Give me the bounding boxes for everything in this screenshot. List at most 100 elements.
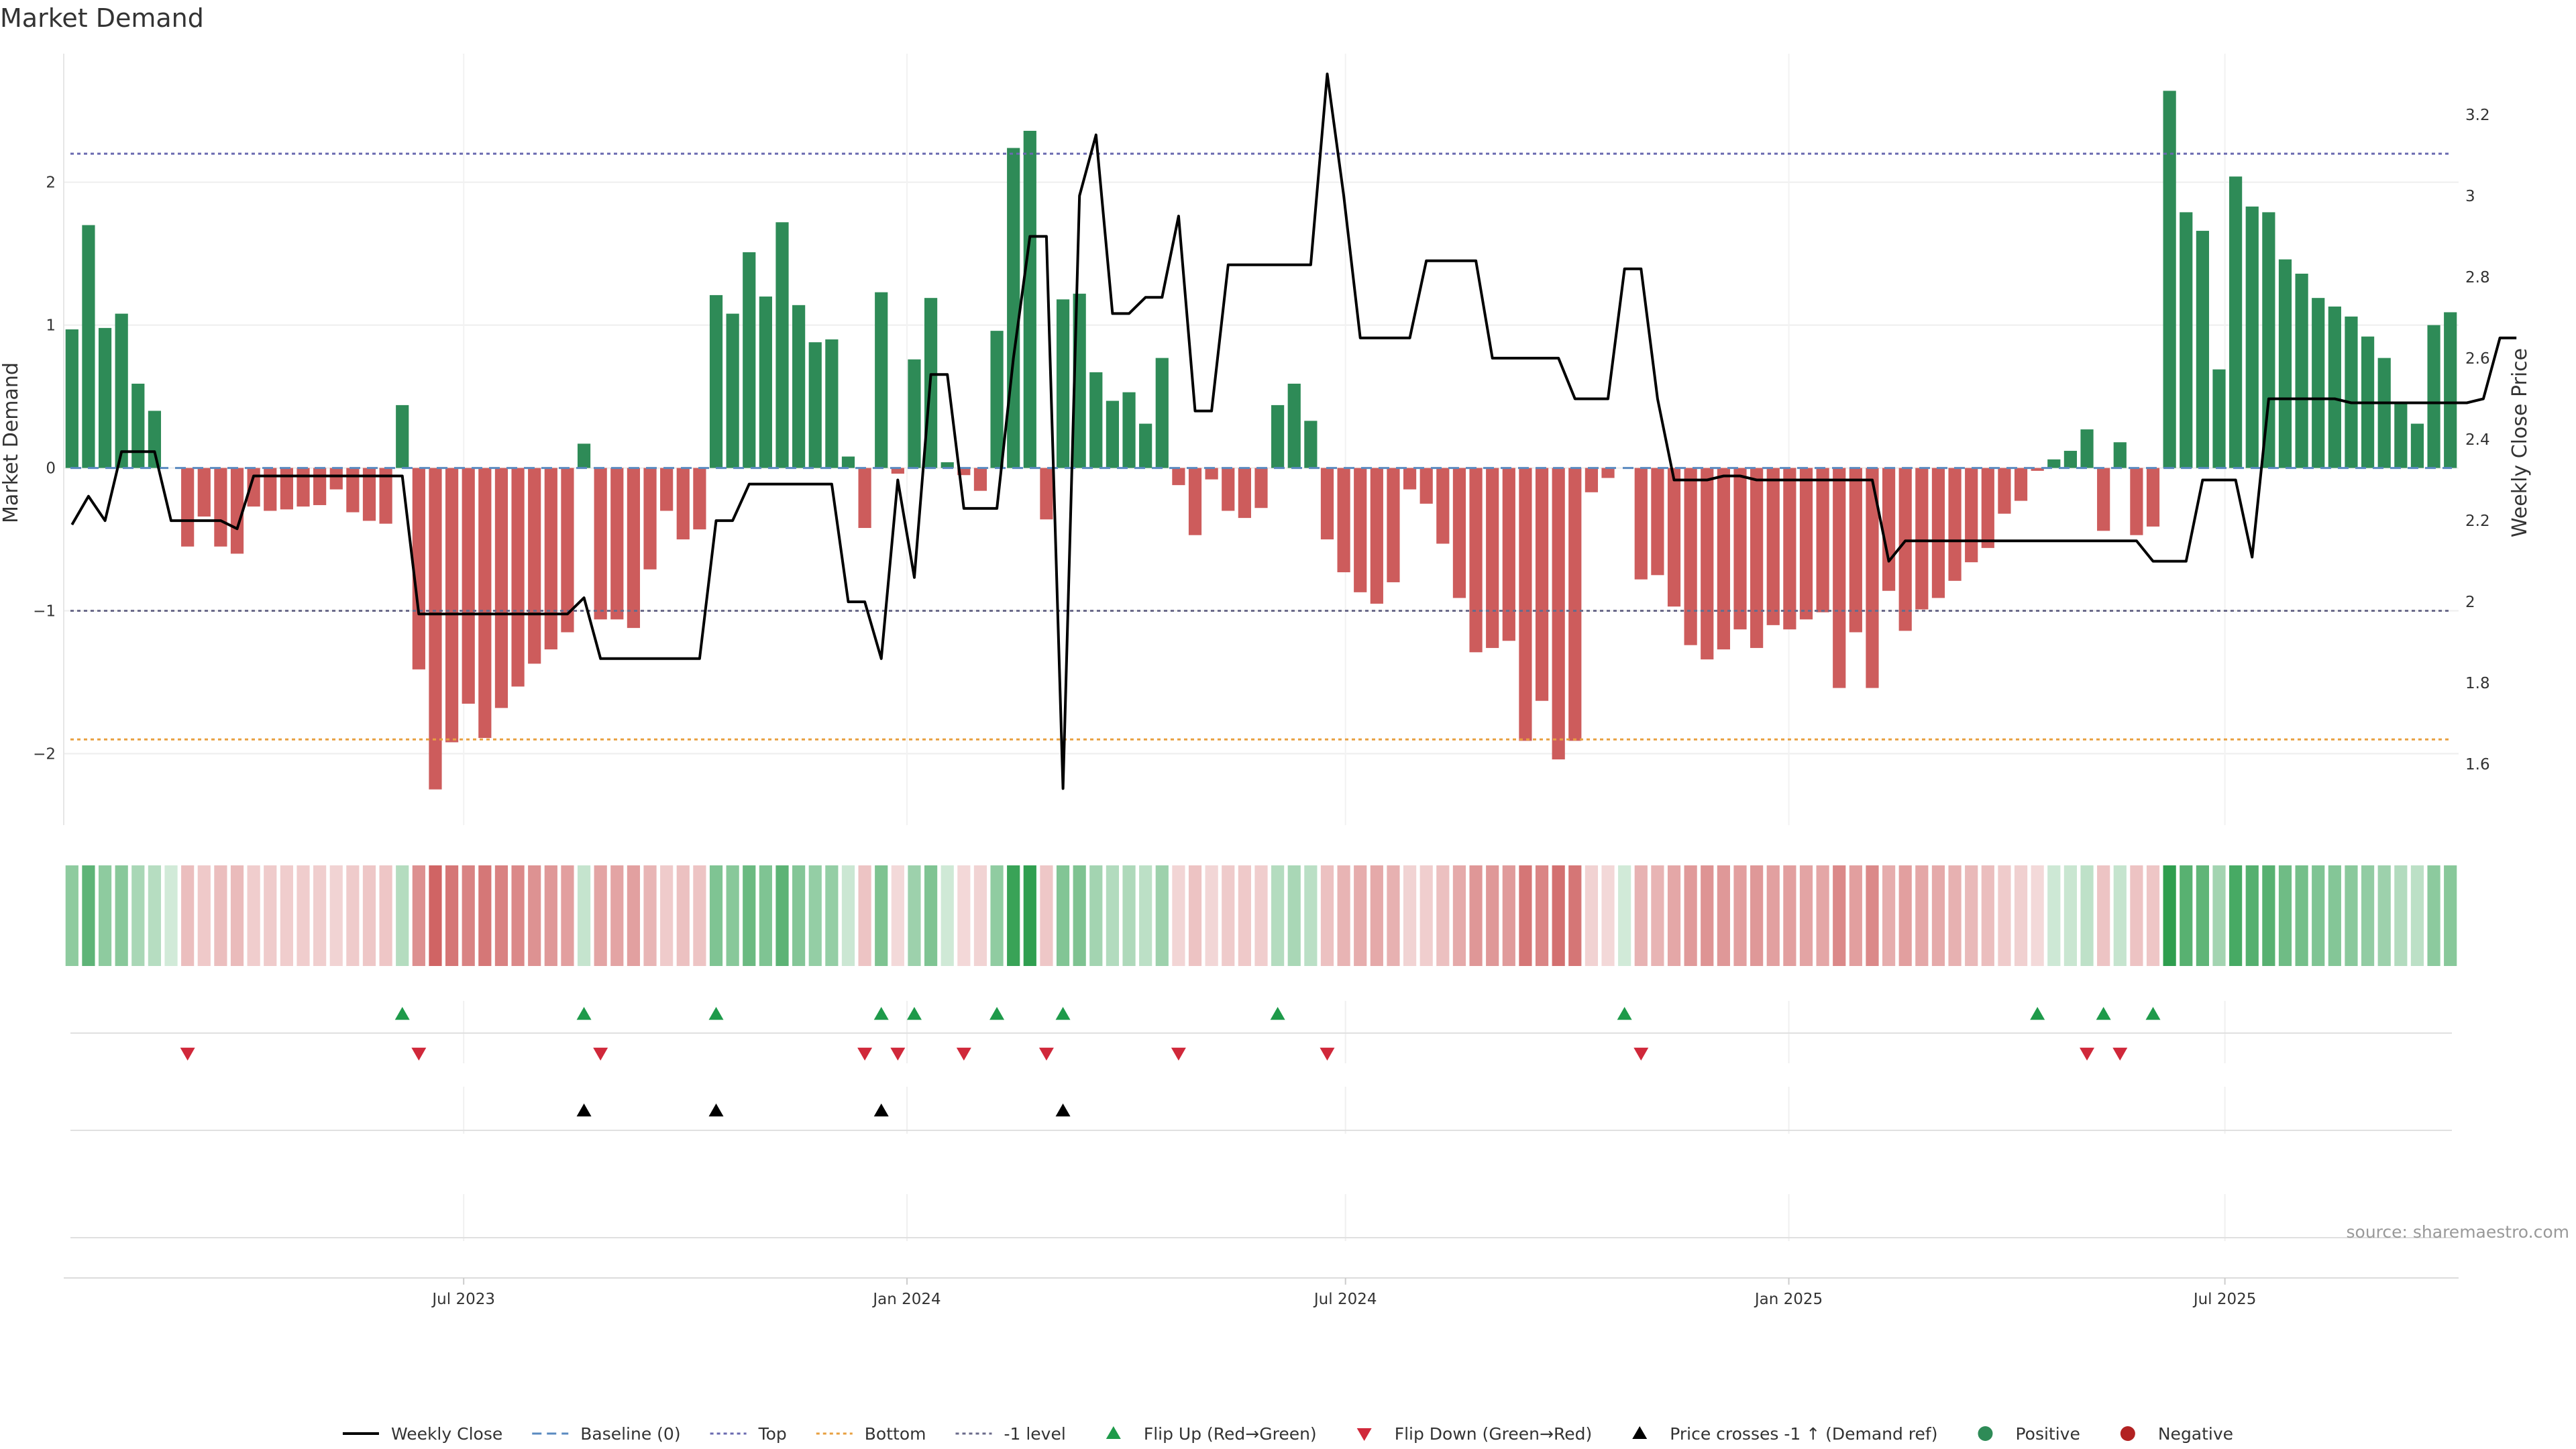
demand-bar	[1931, 468, 1945, 598]
demand-bar	[577, 443, 591, 468]
heat-cell	[759, 865, 772, 966]
heat-cell	[2394, 865, 2408, 966]
heat-cell	[1750, 865, 1764, 966]
x-tick-label: Jul 2024	[1313, 1291, 1377, 1308]
grid-lines	[64, 54, 2459, 825]
x-axis: Jul 2023 Jan 2024 Jul 2024 Jan 2025 Jul 2025	[64, 1277, 2459, 1308]
demand-bar	[1139, 423, 1152, 468]
demand-bar	[1816, 468, 1829, 612]
demand-bar	[1717, 468, 1730, 650]
heat-cell	[841, 865, 855, 966]
demand-bar	[693, 468, 706, 530]
heat-cell	[1304, 865, 1318, 966]
y2-tick-label: 2.2	[2465, 513, 2490, 530]
demand-bar	[2080, 429, 2094, 468]
demand-bar	[2196, 231, 2209, 468]
demand-bar	[1882, 468, 1896, 591]
demand-bar	[297, 468, 310, 507]
heat-cell	[429, 865, 442, 966]
demand-bar	[1766, 468, 1780, 625]
heat-cell	[1585, 865, 1599, 966]
demand-bar	[1122, 392, 1136, 468]
demand-bar	[1915, 468, 1929, 610]
demand-bar	[825, 339, 839, 468]
heat-cell	[2180, 865, 2193, 966]
demand-bar	[264, 468, 277, 511]
heat-cell	[1007, 865, 1020, 966]
demand-bar	[1469, 468, 1483, 653]
heat-cell	[1915, 865, 1929, 966]
heat-cell	[511, 865, 525, 966]
demand-bar	[478, 468, 492, 739]
demand-bar	[2295, 273, 2308, 468]
heat-cell	[247, 865, 260, 966]
demand-bar	[1981, 468, 1994, 548]
heat-cell	[792, 865, 806, 966]
heat-cell	[396, 865, 409, 966]
heat-cell	[2212, 865, 2226, 966]
heat-cell	[1651, 865, 1664, 966]
heat-cell	[1469, 865, 1483, 966]
legend-label: Negative	[2158, 1424, 2233, 1444]
heat-cell	[775, 865, 789, 966]
heat-cell	[1833, 865, 1846, 966]
heat-cell	[65, 865, 78, 966]
demand-bar	[1370, 468, 1383, 604]
heat-cell	[362, 865, 376, 966]
demand-bar	[1304, 421, 1318, 468]
heat-cell	[1387, 865, 1400, 966]
demand-bar	[1799, 468, 1813, 620]
y2-tick-label: 2.8	[2465, 269, 2490, 286]
x-tick-label: Jan 2024	[871, 1291, 941, 1308]
heat-cell	[808, 865, 822, 966]
heat-cell	[197, 865, 211, 966]
heat-cell	[1866, 865, 1879, 966]
demand-bar	[1287, 383, 1301, 468]
heat-cell	[1816, 865, 1829, 966]
legend-label: Top	[758, 1424, 787, 1444]
reference-lines	[70, 152, 2452, 741]
x-tick-label: Jul 2023	[431, 1291, 495, 1308]
flip-up-marker	[708, 1007, 724, 1020]
demand-bar	[1354, 468, 1367, 592]
demand-bar	[1502, 468, 1515, 641]
demand-bar	[1998, 468, 2011, 514]
demand-bar	[445, 468, 459, 743]
flip-down-marker	[1171, 1047, 1186, 1061]
heat-cell	[214, 865, 227, 966]
demand-bar	[1419, 468, 1433, 504]
heat-cell	[1568, 865, 1582, 966]
demand-bar	[82, 225, 95, 468]
heat-cell	[230, 865, 244, 966]
heat-cell	[1056, 865, 1070, 966]
heat-cell	[2328, 865, 2341, 966]
heat-cell	[2163, 865, 2176, 966]
heat-cell	[1948, 865, 1962, 966]
y2-tick-label: 2.6	[2465, 350, 2490, 368]
demand-bar	[1634, 468, 1648, 580]
heat-cell	[1882, 865, 1896, 966]
demand-bar	[2278, 259, 2292, 468]
heat-cell	[1188, 865, 1202, 966]
demand-heat-strip	[65, 865, 2457, 966]
heat-cell	[1898, 865, 1912, 966]
demand-bar	[429, 468, 442, 790]
demand-bar	[561, 468, 574, 633]
heat-cell	[1799, 865, 1813, 966]
heat-cell	[2312, 865, 2325, 966]
demand-bar	[973, 468, 987, 491]
heat-cell	[2063, 865, 2078, 966]
demand-bar	[2146, 468, 2160, 527]
legend-swatch-dot	[2120, 1426, 2135, 1441]
legend-label: Weekly Close	[391, 1424, 502, 1444]
demand-bar	[990, 331, 1004, 468]
heat-cell	[891, 865, 904, 966]
demand-bar	[280, 468, 293, 510]
heat-cell	[2410, 865, 2424, 966]
flip-down-marker	[2080, 1047, 2095, 1061]
demand-bar	[1684, 468, 1697, 645]
demand-bar	[2444, 312, 2457, 468]
demand-bar	[594, 468, 607, 620]
event-markers	[70, 1001, 2452, 1241]
demand-bar	[148, 411, 162, 468]
